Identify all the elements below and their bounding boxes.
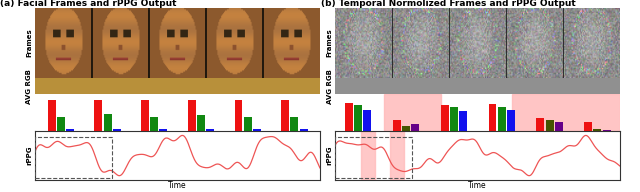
Bar (402, 127, 410, 131)
X-axis label: Time: Time (168, 181, 187, 190)
Text: Frames: Frames (26, 29, 33, 57)
Bar (234, 100, 243, 131)
Text: (a) Facial Frames and rPPG Output: (a) Facial Frames and rPPG Output (0, 0, 177, 8)
Bar (602, 130, 611, 131)
Bar (393, 120, 401, 131)
Text: rPPG: rPPG (26, 146, 33, 165)
Text: AVG RGB: AVG RGB (26, 69, 33, 104)
Bar (488, 104, 497, 131)
Bar (47, 100, 56, 131)
Bar (459, 111, 467, 131)
Bar (555, 122, 563, 131)
Bar (94, 100, 102, 131)
Bar (390, 131, 404, 180)
Bar (197, 114, 205, 131)
Bar (450, 108, 458, 131)
Bar (536, 118, 545, 131)
Bar (57, 117, 65, 131)
Bar (361, 131, 375, 180)
Bar (335, 137, 412, 178)
Bar (35, 137, 112, 178)
Bar (113, 129, 121, 131)
Bar (411, 124, 419, 131)
Bar (364, 110, 371, 131)
Bar (244, 117, 252, 131)
Bar (159, 129, 168, 131)
Bar (281, 100, 289, 131)
Bar (384, 94, 441, 131)
Text: (b) Temporal Normolized Frames and rPPG Output: (b) Temporal Normolized Frames and rPPG … (321, 0, 576, 8)
Bar (512, 94, 620, 131)
Text: rPPG: rPPG (326, 146, 333, 165)
X-axis label: Time: Time (468, 181, 487, 190)
Bar (345, 103, 353, 131)
Text: AVG RGB: AVG RGB (326, 69, 333, 104)
Bar (206, 129, 214, 131)
Bar (253, 129, 261, 131)
Bar (593, 129, 602, 131)
Bar (441, 105, 449, 131)
Text: Frames: Frames (326, 29, 333, 57)
Bar (507, 110, 515, 131)
Bar (291, 117, 298, 131)
Bar (66, 129, 74, 131)
Bar (150, 117, 158, 131)
Bar (545, 120, 554, 131)
Bar (188, 100, 196, 131)
Bar (300, 129, 308, 131)
Bar (141, 100, 149, 131)
Bar (584, 122, 592, 131)
Bar (354, 105, 362, 131)
Bar (498, 107, 506, 131)
Bar (104, 114, 111, 131)
